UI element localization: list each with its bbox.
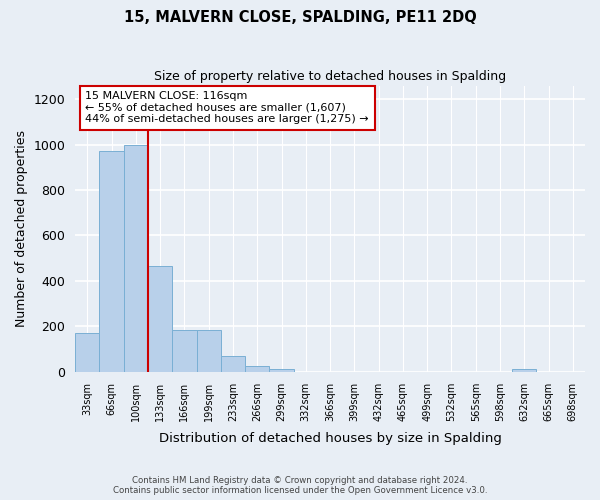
Bar — [100, 152, 124, 372]
Bar — [172, 330, 197, 372]
Bar — [269, 369, 293, 372]
Bar — [148, 266, 172, 372]
Y-axis label: Number of detached properties: Number of detached properties — [15, 130, 28, 327]
Text: Contains HM Land Registry data © Crown copyright and database right 2024.
Contai: Contains HM Land Registry data © Crown c… — [113, 476, 487, 495]
X-axis label: Distribution of detached houses by size in Spalding: Distribution of detached houses by size … — [158, 432, 502, 445]
Bar — [124, 144, 148, 372]
Text: 15 MALVERN CLOSE: 116sqm
← 55% of detached houses are smaller (1,607)
44% of sem: 15 MALVERN CLOSE: 116sqm ← 55% of detach… — [85, 92, 369, 124]
Bar — [75, 333, 100, 372]
Bar — [221, 356, 245, 372]
Bar — [197, 330, 221, 372]
Title: Size of property relative to detached houses in Spalding: Size of property relative to detached ho… — [154, 70, 506, 83]
Text: 15, MALVERN CLOSE, SPALDING, PE11 2DQ: 15, MALVERN CLOSE, SPALDING, PE11 2DQ — [124, 10, 476, 25]
Bar — [512, 369, 536, 372]
Bar — [245, 366, 269, 372]
